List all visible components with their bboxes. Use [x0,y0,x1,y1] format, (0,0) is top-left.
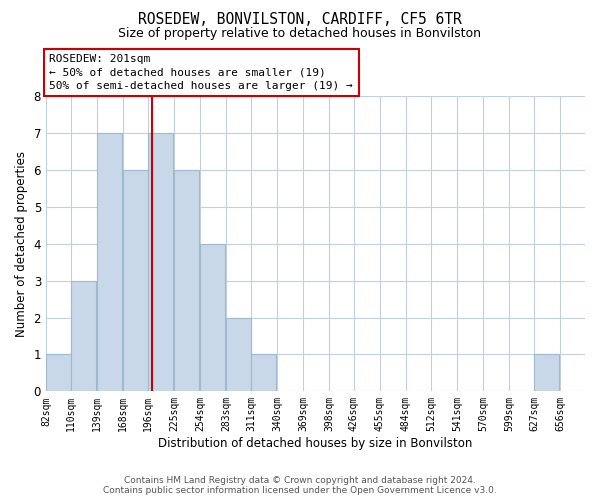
Bar [200,244,225,392]
Bar [226,318,251,392]
Bar [97,133,122,392]
Bar [174,170,199,392]
Bar [251,354,276,392]
Bar [46,354,71,392]
X-axis label: Distribution of detached houses by size in Bonvilston: Distribution of detached houses by size … [158,437,473,450]
Bar [534,354,559,392]
Y-axis label: Number of detached properties: Number of detached properties [15,150,28,336]
Text: Contains HM Land Registry data © Crown copyright and database right 2024.
Contai: Contains HM Land Registry data © Crown c… [103,476,497,495]
Bar [71,280,96,392]
Text: Size of property relative to detached houses in Bonvilston: Size of property relative to detached ho… [119,28,482,40]
Bar [148,133,173,392]
Text: ROSEDEW: 201sqm
← 50% of detached houses are smaller (19)
50% of semi-detached h: ROSEDEW: 201sqm ← 50% of detached houses… [49,54,353,90]
Text: ROSEDEW, BONVILSTON, CARDIFF, CF5 6TR: ROSEDEW, BONVILSTON, CARDIFF, CF5 6TR [138,12,462,28]
Bar [123,170,148,392]
